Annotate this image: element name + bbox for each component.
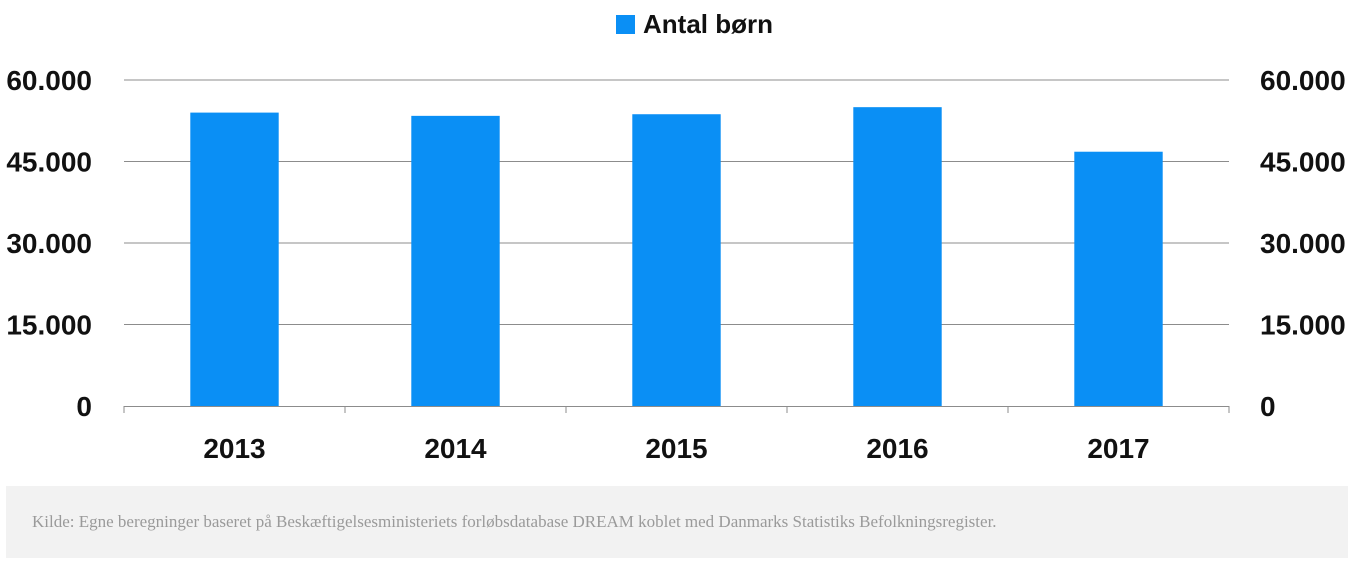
bar-2016 (853, 107, 942, 407)
y-tick-label-left: 60.000 (6, 65, 92, 96)
x-tick-label: 2013 (203, 433, 265, 464)
x-tick-label: 2014 (424, 433, 487, 464)
y-tick-label-left: 0 (76, 391, 92, 422)
x-tick-label: 2016 (866, 433, 928, 464)
source-text: Kilde: Egne beregninger baseret på Beskæ… (32, 512, 997, 531)
bar-2017 (1074, 151, 1163, 406)
source-note: Kilde: Egne beregninger baseret på Beskæ… (6, 486, 1348, 558)
bar-chart: 2013 2014 2015 2016 2017 0 15.000 30.000 45.000… (6, 9, 1346, 464)
bar-2015 (632, 114, 721, 406)
y-tick-label-right: 0 (1260, 391, 1276, 422)
y-tick-label-left: 15.000 (6, 310, 92, 341)
bars (190, 107, 1163, 407)
y-axis-right: 0 15.000 30.000 45.000 60.000 (1260, 65, 1346, 422)
y-tick-label-right: 15.000 (1260, 310, 1346, 341)
bar-2014 (411, 115, 500, 407)
y-tick-label-right: 30.000 (1260, 228, 1346, 259)
y-tick-label-left: 45.000 (6, 147, 92, 178)
legend: Antal børn (616, 9, 773, 39)
y-tick-label-right: 60.000 (1260, 65, 1346, 96)
x-axis: 2013 2014 2015 2016 2017 (123, 406, 1230, 464)
y-tick-label-right: 45.000 (1260, 147, 1346, 178)
legend-swatch (616, 15, 635, 34)
legend-label: Antal børn (643, 9, 773, 39)
x-tick-label: 2017 (1087, 433, 1149, 464)
y-axis-left: 0 15.000 30.000 45.000 60.000 (6, 65, 92, 422)
y-tick-label-left: 30.000 (6, 228, 92, 259)
x-tick-label: 2015 (645, 433, 707, 464)
bar-2013 (190, 112, 279, 406)
